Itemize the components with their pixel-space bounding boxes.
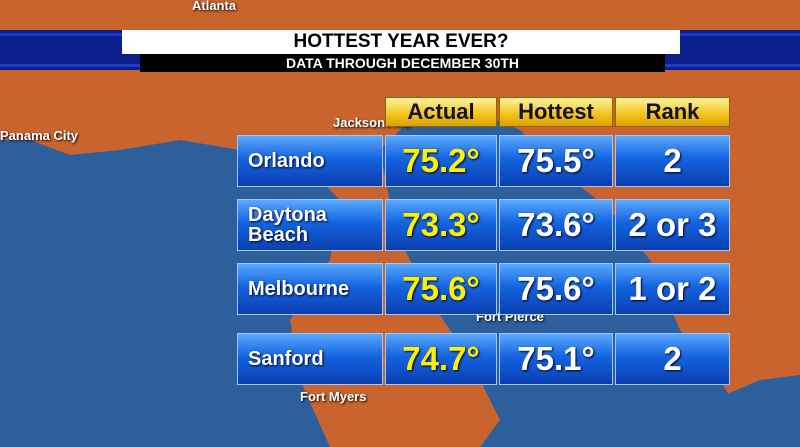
map-label: Fort Myers: [300, 389, 367, 404]
table-cell: 2 or 3: [615, 199, 730, 251]
table-cell: 75.5°: [499, 135, 613, 187]
table-cell: 1 or 2: [615, 263, 730, 315]
table-cell: 75.6°: [499, 263, 613, 315]
map-label: Atlanta: [192, 0, 237, 13]
table-cell: 2: [615, 135, 730, 187]
title: HOTTEST YEAR EVER?: [122, 30, 680, 54]
city-name: Sanford: [237, 333, 383, 385]
map-label: Panama City: [0, 128, 79, 143]
column-header: Hottest: [499, 97, 613, 127]
city-name: Daytona Beach: [237, 199, 383, 251]
table-cell: 74.7°: [385, 333, 497, 385]
table-cell: 75.6°: [385, 263, 497, 315]
table-cell: 73.3°: [385, 199, 497, 251]
column-header: Actual: [385, 97, 497, 127]
city-name: Orlando: [237, 135, 383, 187]
table-cell: 73.6°: [499, 199, 613, 251]
table-cell: 75.2°: [385, 135, 497, 187]
subtitle: DATA THROUGH DECEMBER 30TH: [140, 54, 665, 72]
city-name: Melbourne: [237, 263, 383, 315]
table-cell: 2: [615, 333, 730, 385]
column-header: Rank: [615, 97, 730, 127]
table-cell: 75.1°: [499, 333, 613, 385]
